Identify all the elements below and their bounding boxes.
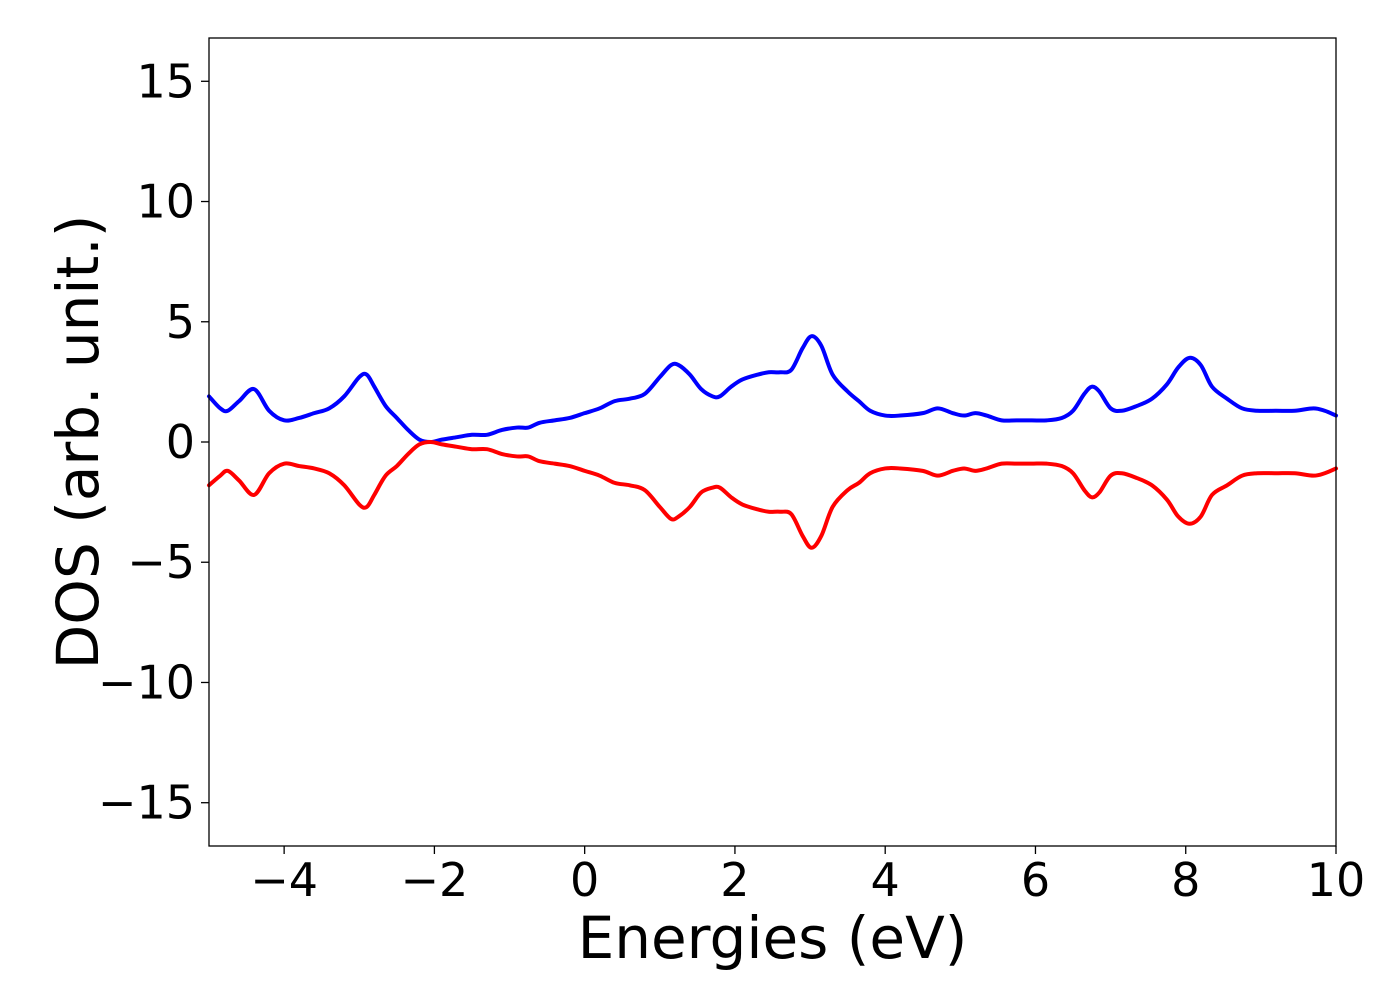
y-tick-label: −5 xyxy=(127,535,195,589)
y-axis: 15 10 5 0 −5 −10 −15 xyxy=(98,54,209,830)
x-tick-label: 4 xyxy=(871,853,900,907)
x-tick-label: 10 xyxy=(1307,853,1366,907)
plot-frame xyxy=(208,37,1337,847)
y-axis-label: DOS (arb. unit.) xyxy=(44,215,112,670)
plot-area xyxy=(207,37,1338,847)
x-tick-label: −4 xyxy=(250,853,318,907)
y-tick-label: 5 xyxy=(166,295,195,349)
y-tick-label: 0 xyxy=(166,415,195,469)
x-tick-label: 8 xyxy=(1171,853,1200,907)
series-line-1 xyxy=(207,334,1338,444)
x-axis-label: Energies (eV) xyxy=(578,904,968,972)
x-tick-label: −2 xyxy=(400,853,468,907)
x-tick-label: 6 xyxy=(1021,853,1050,907)
x-tick-label: 0 xyxy=(570,853,599,907)
y-tick-label: 10 xyxy=(136,175,195,229)
series-layer xyxy=(207,334,1338,550)
x-axis: −4 −2 0 2 4 6 8 10 xyxy=(250,846,1365,907)
series-line-2 xyxy=(207,440,1338,550)
x-tick-label: 2 xyxy=(720,853,749,907)
y-tick-label: −10 xyxy=(98,655,195,709)
y-tick-label: −15 xyxy=(98,776,195,830)
y-tick-label: 15 xyxy=(136,54,195,108)
